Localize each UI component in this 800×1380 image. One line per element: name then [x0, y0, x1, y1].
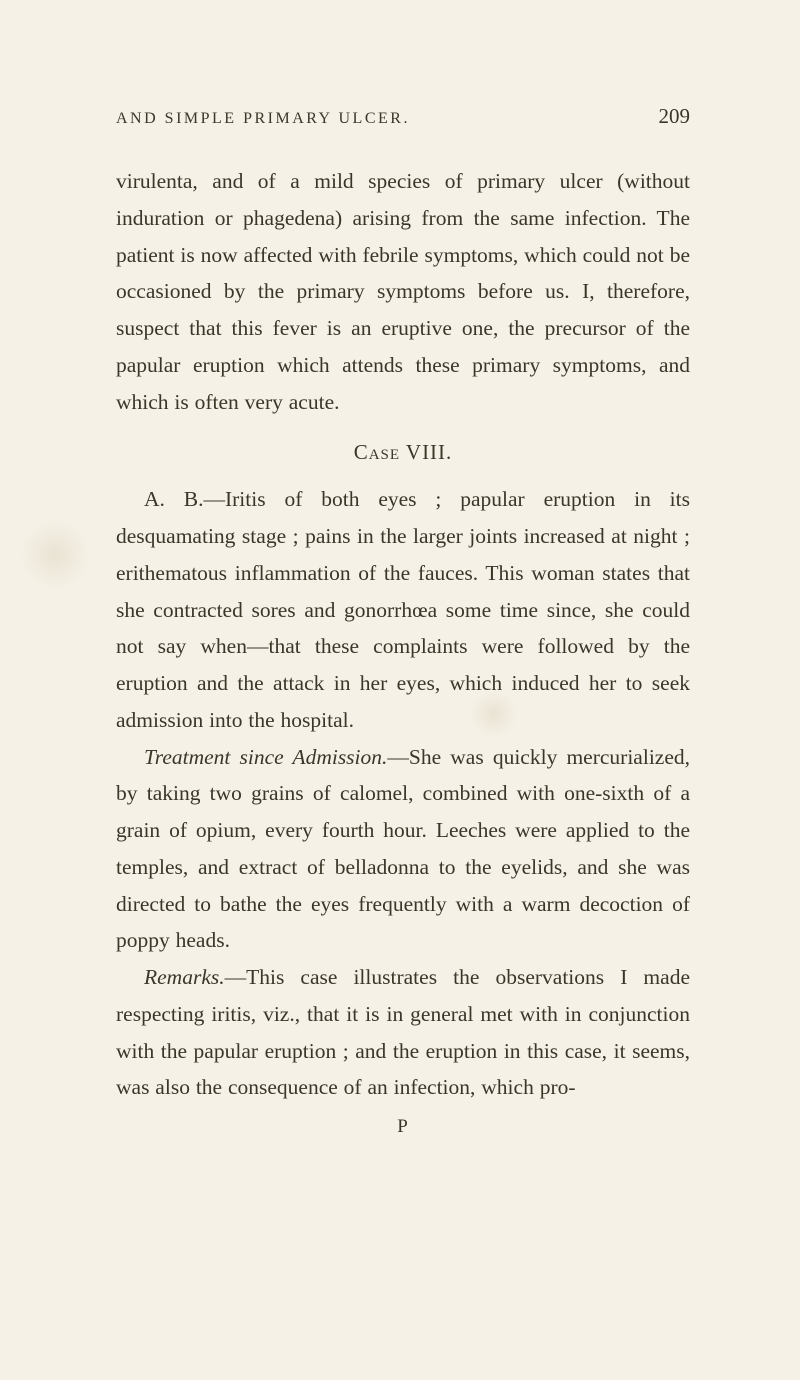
- running-title: AND SIMPLE PRIMARY ULCER.: [116, 110, 410, 128]
- page-number: 209: [659, 104, 691, 129]
- signature-mark: P: [116, 1116, 690, 1138]
- case-heading-text: Case VIII.: [354, 440, 453, 464]
- body-paragraph: virulenta, and of a mild species of prim…: [116, 163, 690, 420]
- page-text-block: AND SIMPLE PRIMARY ULCER. 209 virulenta,…: [116, 104, 690, 1138]
- body-paragraph: Remarks.—This case illustrates the obser…: [116, 959, 690, 1106]
- paragraph-lead-italic: Remarks.: [144, 965, 225, 989]
- paragraph-text: —She was quickly mercurialized, by takin…: [116, 745, 690, 953]
- body-paragraph: Treatment since Admission.—She was quick…: [116, 739, 690, 960]
- running-head: AND SIMPLE PRIMARY ULCER. 209: [116, 104, 690, 129]
- case-heading: Case VIII.: [116, 440, 690, 465]
- body-paragraph: A. B.—Iritis of both eyes ; papular erup…: [116, 481, 690, 738]
- paper-stain: [20, 520, 90, 590]
- paragraph-lead-italic: Treatment since Admission.: [144, 745, 387, 769]
